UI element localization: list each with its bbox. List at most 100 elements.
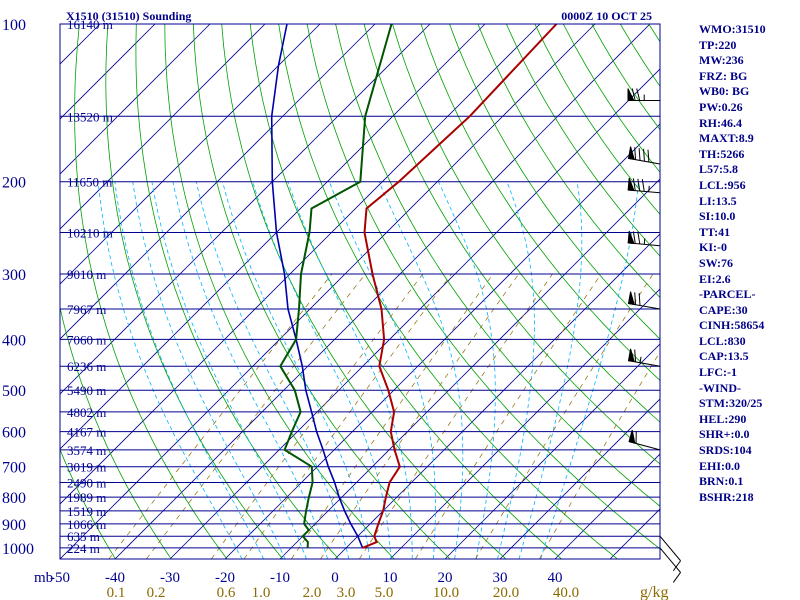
wind-barb-full bbox=[638, 148, 641, 161]
dry-adiabat-line bbox=[591, 24, 660, 131]
mixing-ratio-unit-label: g/kg bbox=[640, 584, 668, 600]
dry-adiabat-line bbox=[221, 24, 507, 559]
sounding-index-item: MAXT:8.9 bbox=[699, 131, 754, 146]
dry-adiabat-line bbox=[506, 24, 660, 257]
wind-barb-full bbox=[641, 179, 645, 192]
temperature-tick-label: 40 bbox=[548, 570, 563, 586]
wind-barb-half bbox=[648, 185, 650, 192]
temperature-tick-label: 0 bbox=[331, 570, 339, 586]
dry-adiabat-line bbox=[60, 305, 172, 559]
height-label: 6236 m bbox=[67, 359, 106, 374]
isotherm-line bbox=[60, 24, 486, 450]
wind-barb-half bbox=[639, 356, 642, 363]
temperature-tick-label: -10 bbox=[270, 570, 290, 586]
mixing-ratio-line bbox=[475, 273, 654, 559]
pressure-tick-label: 700 bbox=[2, 460, 26, 477]
pressure-tick-label: 600 bbox=[2, 425, 26, 442]
sounding-index-item: SW:76 bbox=[699, 255, 734, 270]
wind-barb bbox=[627, 348, 661, 367]
isotherm-line bbox=[60, 24, 321, 285]
moist-adiabat-line bbox=[540, 181, 639, 559]
wind-barb-staff bbox=[659, 547, 681, 573]
sounding-index-item: MW:236 bbox=[699, 53, 744, 68]
sounding-index-item: RH:46.4 bbox=[699, 115, 742, 130]
mixing-ratio-tick-label: 40.0 bbox=[553, 585, 579, 600]
isotherm-line bbox=[279, 178, 660, 559]
wind-barb-full bbox=[637, 231, 641, 245]
pressure-tick-label: 1000 bbox=[2, 541, 34, 558]
sounding-index-item: EHI:0.0 bbox=[699, 458, 741, 473]
wind-barb bbox=[627, 88, 660, 102]
dry-adiabat-line bbox=[562, 24, 660, 173]
sounding-index-item: TH:5266 bbox=[699, 146, 745, 161]
pressure-tick-label: 300 bbox=[2, 267, 26, 284]
mixing-ratio-line bbox=[291, 273, 494, 559]
parcel-trace-line bbox=[270, 24, 364, 549]
sounding-index-item: BSHR:218 bbox=[699, 489, 754, 504]
wind-barb bbox=[627, 230, 661, 247]
dry-adiabat-line bbox=[249, 24, 562, 559]
pressure-tick-label: 400 bbox=[2, 332, 26, 349]
height-label: 1989 m bbox=[67, 490, 106, 505]
temperature-tick-label: -20 bbox=[215, 570, 235, 586]
isotherm-line bbox=[224, 123, 660, 559]
sounding-index-item: BRN:0.1 bbox=[699, 474, 744, 489]
sounding-index-item: TT:41 bbox=[699, 224, 731, 239]
mixing-ratio-tick-label: 20.0 bbox=[493, 585, 519, 600]
moist-adiabat-line bbox=[378, 181, 464, 559]
wind-barb-pennant bbox=[627, 348, 635, 363]
wind-barb-pennant bbox=[627, 177, 635, 192]
height-label: 4167 m bbox=[67, 425, 106, 440]
height-label: 4802 m bbox=[67, 405, 106, 420]
chart-title: X1510 (31510) Sounding bbox=[66, 9, 191, 23]
pressure-tick-label: 100 bbox=[2, 17, 26, 34]
moist-adiabat-line bbox=[222, 181, 371, 559]
moist-adiabat-line bbox=[132, 181, 286, 559]
dry-adiabat-line bbox=[192, 24, 451, 559]
dry-adiabat-line bbox=[420, 24, 660, 381]
sounding-index-item: TP:220 bbox=[699, 37, 737, 52]
moist-adiabat-line bbox=[287, 181, 413, 559]
height-label: 635 m bbox=[67, 529, 100, 544]
sounding-index-item: LCL:956 bbox=[699, 177, 746, 192]
mixing-ratio-line bbox=[146, 273, 366, 559]
height-label: 5490 m bbox=[67, 383, 106, 398]
wind-barb-pennant bbox=[628, 429, 636, 444]
mixing-ratio-line bbox=[415, 273, 602, 559]
moist-adiabat-line bbox=[195, 181, 350, 559]
mixing-ratio-line bbox=[539, 351, 660, 559]
isotherm-line bbox=[665, 24, 700, 559]
wind-barb-full bbox=[636, 88, 641, 101]
mixing-ratio-line bbox=[108, 273, 333, 559]
moist-adiabat-line bbox=[518, 181, 583, 559]
mixing-ratio-line bbox=[359, 273, 553, 559]
mixing-ratio-tick-label: 3.0 bbox=[337, 585, 356, 600]
dry-adiabat-line bbox=[74, 24, 228, 559]
moist-adiabat-line bbox=[151, 181, 307, 559]
sounding-index-item: WMO:31510 bbox=[699, 22, 766, 36]
mixing-ratio-tick-label: 2.0 bbox=[303, 585, 322, 600]
wind-barb-full bbox=[643, 148, 645, 162]
dry-adiabat-line bbox=[135, 24, 339, 559]
sounding-index-item: KI:-0 bbox=[699, 240, 727, 255]
height-label: 3574 m bbox=[67, 443, 106, 458]
pressure-tick-label: 500 bbox=[2, 383, 26, 400]
moist-adiabat-line bbox=[328, 181, 436, 559]
dry-adiabat-line bbox=[278, 24, 618, 559]
dry-adiabat-line bbox=[164, 24, 395, 559]
height-label: 7967 m bbox=[67, 302, 106, 317]
height-label: 2490 m bbox=[67, 475, 106, 490]
isotherm-line bbox=[60, 24, 156, 120]
wind-barb bbox=[659, 535, 681, 572]
sounding-index-item: LI:13.5 bbox=[699, 193, 737, 208]
dry-adiabat-line bbox=[306, 24, 660, 550]
isotherm-line bbox=[499, 398, 660, 559]
isotherm-line bbox=[554, 453, 660, 559]
height-label: 3019 m bbox=[67, 460, 106, 475]
wind-barb bbox=[659, 547, 681, 583]
sounding-index-item: CAP:13.5 bbox=[699, 349, 749, 364]
sounding-index-item: HEL:290 bbox=[699, 411, 747, 426]
wind-barb-pennant bbox=[627, 146, 635, 161]
dry-adiabat-line bbox=[677, 24, 700, 559]
